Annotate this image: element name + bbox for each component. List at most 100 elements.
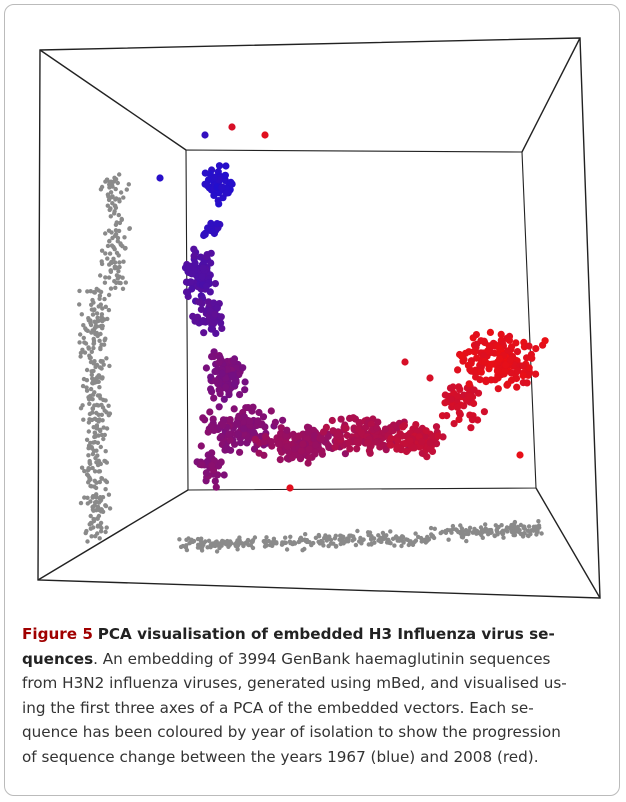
point	[103, 398, 108, 403]
point	[103, 478, 108, 483]
point	[201, 180, 209, 188]
point	[98, 529, 104, 534]
point	[102, 280, 108, 285]
point	[373, 424, 381, 432]
point	[486, 328, 494, 336]
point	[87, 355, 93, 361]
point	[264, 535, 269, 540]
point	[217, 319, 225, 327]
point	[185, 263, 193, 271]
point	[106, 292, 112, 298]
point	[217, 459, 225, 467]
point	[100, 509, 106, 514]
point	[401, 358, 409, 366]
point	[426, 444, 434, 452]
point	[316, 534, 322, 539]
point	[79, 312, 85, 317]
point	[99, 432, 105, 438]
point	[124, 187, 129, 192]
point	[281, 540, 287, 546]
point	[95, 516, 100, 521]
point	[80, 403, 85, 408]
point	[83, 341, 89, 346]
point	[483, 522, 488, 527]
point	[97, 479, 103, 485]
point	[536, 519, 541, 524]
point	[206, 538, 212, 543]
point	[99, 476, 105, 481]
point	[105, 203, 111, 208]
point	[99, 248, 105, 253]
point	[288, 454, 296, 462]
point	[94, 324, 100, 329]
point	[117, 172, 122, 177]
point	[357, 539, 362, 544]
point	[482, 376, 490, 384]
point	[104, 356, 109, 361]
point	[233, 420, 242, 428]
point	[388, 529, 393, 534]
point	[100, 306, 105, 311]
front-face	[37, 37, 601, 599]
figure-title: quences	[22, 649, 94, 668]
point	[98, 345, 103, 350]
point	[95, 462, 101, 468]
point	[406, 542, 411, 548]
point	[92, 500, 98, 505]
caption-text: from H3N2 influenza viruses, generated u…	[22, 674, 567, 692]
point	[88, 386, 94, 392]
figure-frame	[4, 4, 620, 796]
point	[108, 268, 114, 273]
point	[89, 534, 94, 539]
point	[312, 441, 320, 449]
point	[104, 426, 110, 431]
point	[81, 335, 87, 341]
point	[423, 453, 431, 461]
point	[373, 438, 381, 446]
point	[470, 386, 478, 394]
point	[101, 436, 106, 442]
point	[103, 275, 108, 280]
point	[97, 296, 102, 301]
point	[455, 409, 463, 417]
point	[432, 423, 441, 431]
point	[107, 363, 112, 369]
point	[108, 190, 114, 195]
point	[523, 379, 531, 387]
point	[480, 351, 488, 360]
point	[89, 445, 94, 450]
point	[89, 369, 94, 374]
point	[305, 454, 313, 462]
point	[410, 444, 418, 452]
point	[102, 296, 107, 302]
point	[355, 528, 360, 534]
point	[450, 420, 458, 428]
point	[275, 440, 283, 448]
point	[115, 180, 121, 186]
point	[485, 342, 493, 350]
point	[91, 525, 96, 530]
point	[107, 251, 113, 256]
point	[107, 506, 113, 511]
point	[283, 442, 292, 451]
point	[214, 549, 220, 554]
point	[105, 192, 111, 197]
point	[99, 366, 104, 371]
point	[81, 417, 86, 422]
point	[89, 302, 94, 307]
point	[106, 307, 112, 313]
point	[399, 534, 405, 539]
point	[156, 174, 164, 182]
point	[259, 413, 268, 421]
point	[474, 416, 482, 424]
point	[106, 275, 112, 280]
point	[211, 280, 219, 288]
point	[416, 534, 421, 540]
point	[261, 433, 270, 441]
edge	[535, 487, 601, 599]
point	[386, 537, 391, 542]
point	[85, 289, 90, 294]
point	[310, 426, 318, 434]
point	[255, 408, 263, 417]
